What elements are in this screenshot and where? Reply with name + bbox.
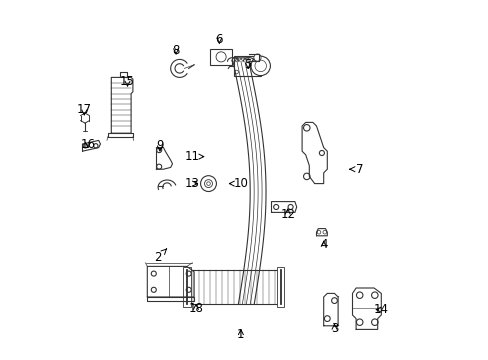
- Text: 17: 17: [77, 103, 92, 116]
- Circle shape: [324, 316, 329, 321]
- Text: 9: 9: [156, 139, 163, 152]
- Text: 15: 15: [120, 75, 135, 87]
- Circle shape: [151, 287, 156, 292]
- Text: 1: 1: [237, 328, 244, 341]
- Text: 2: 2: [154, 249, 166, 264]
- Text: 18: 18: [188, 302, 203, 315]
- Circle shape: [322, 230, 326, 234]
- Circle shape: [371, 319, 377, 325]
- Circle shape: [371, 292, 377, 298]
- Circle shape: [206, 182, 210, 185]
- Text: 13: 13: [184, 177, 199, 190]
- Text: 3: 3: [330, 322, 338, 335]
- Circle shape: [156, 148, 162, 153]
- Text: 11: 11: [184, 150, 203, 163]
- Bar: [233, 56, 260, 76]
- Circle shape: [216, 52, 225, 62]
- Bar: [276, 267, 284, 307]
- Circle shape: [156, 164, 162, 169]
- Circle shape: [331, 298, 337, 303]
- Text: 12: 12: [280, 208, 295, 221]
- Circle shape: [200, 176, 216, 192]
- Circle shape: [186, 287, 191, 292]
- Text: 16: 16: [80, 138, 95, 150]
- Circle shape: [94, 144, 98, 148]
- Circle shape: [303, 173, 309, 180]
- Circle shape: [317, 230, 320, 234]
- Text: 4: 4: [319, 238, 327, 251]
- Circle shape: [287, 204, 292, 210]
- Bar: [183, 267, 190, 307]
- Circle shape: [319, 150, 324, 156]
- Text: 5: 5: [244, 58, 251, 71]
- Text: 10: 10: [229, 177, 248, 190]
- Circle shape: [303, 125, 309, 131]
- Circle shape: [253, 54, 261, 61]
- Circle shape: [204, 180, 212, 188]
- Circle shape: [234, 58, 238, 61]
- Circle shape: [356, 319, 362, 325]
- Circle shape: [234, 70, 238, 74]
- Circle shape: [250, 56, 270, 76]
- Circle shape: [254, 60, 266, 72]
- Circle shape: [273, 204, 278, 210]
- Circle shape: [83, 144, 87, 148]
- Text: 7: 7: [349, 163, 363, 176]
- Bar: [186, 270, 280, 304]
- Text: 6: 6: [215, 33, 223, 46]
- Text: 8: 8: [172, 44, 180, 57]
- Text: 14: 14: [373, 303, 388, 316]
- Circle shape: [151, 271, 156, 276]
- Circle shape: [186, 271, 191, 276]
- Bar: [210, 49, 231, 65]
- Circle shape: [356, 292, 362, 298]
